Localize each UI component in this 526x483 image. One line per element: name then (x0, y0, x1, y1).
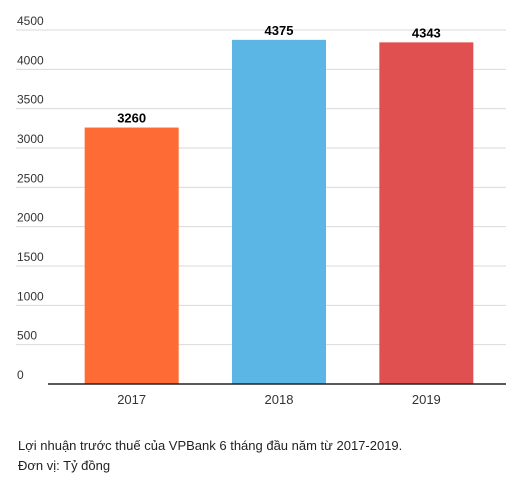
x-axis-categories: 2017 2018 2019 (117, 392, 441, 407)
y-tick-label: 3000 (17, 132, 44, 146)
data-label-2018: 4375 (265, 23, 294, 38)
y-tick-label: 1000 (17, 289, 44, 303)
y-tick-label: 4500 (17, 14, 44, 28)
bars (84, 39, 474, 385)
x-tick-label-2018: 2018 (265, 392, 294, 407)
data-label-2017: 3260 (117, 111, 146, 126)
x-tick-label-2017: 2017 (117, 392, 146, 407)
data-labels: 3260 4375 4343 (117, 23, 441, 126)
bar-2017 (84, 127, 179, 385)
y-axis-ticks: 0 500 1000 1500 2000 2500 3000 3500 4000 4500 (17, 14, 44, 382)
bar-chart: 0 500 1000 1500 2000 2500 3000 3500 4000 4500 326… (16, 14, 506, 407)
y-tick-label: 0 (17, 368, 24, 382)
bar-2018 (232, 39, 326, 384)
y-tick-label: 2000 (17, 211, 44, 225)
unit-caption: Đơn vị: Tỷ đồng (18, 458, 111, 473)
chart-caption: Lợi nhuận trước thuế của VPBank 6 tháng … (18, 438, 403, 453)
y-tick-label: 1500 (17, 250, 44, 264)
y-tick-label: 3500 (17, 93, 44, 107)
data-label-2019: 4343 (412, 25, 441, 40)
y-tick-label: 4000 (17, 53, 44, 67)
y-tick-label: 500 (17, 329, 37, 343)
y-tick-label: 2500 (17, 171, 44, 185)
bar-2019 (379, 42, 474, 384)
x-tick-label-2019: 2019 (412, 392, 441, 407)
